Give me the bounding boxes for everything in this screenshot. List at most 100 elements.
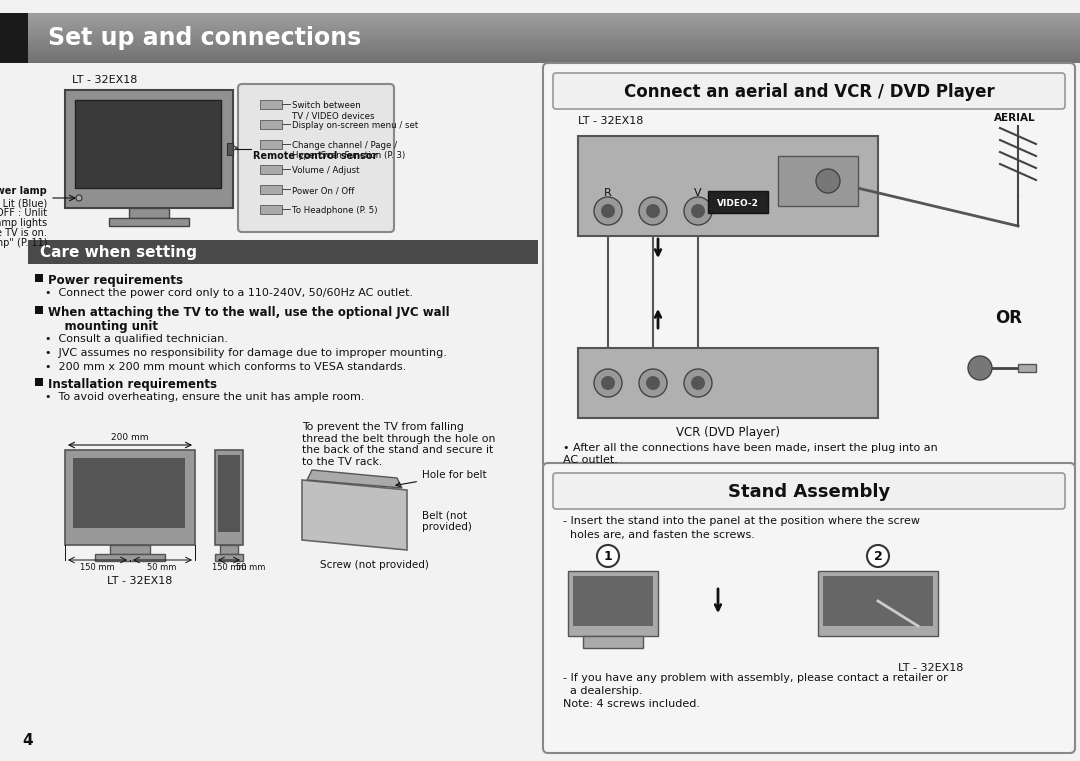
Bar bbox=[215, 554, 243, 561]
Circle shape bbox=[594, 369, 622, 397]
Bar bbox=[28, 36, 1080, 37]
Text: R: R bbox=[604, 188, 612, 198]
Bar bbox=[1018, 364, 1036, 372]
Circle shape bbox=[691, 204, 705, 218]
Text: LT - 32EX18: LT - 32EX18 bbox=[897, 663, 963, 673]
Bar bbox=[28, 61, 1080, 62]
Text: OR: OR bbox=[995, 309, 1022, 327]
Bar bbox=[28, 54, 1080, 55]
Circle shape bbox=[639, 369, 667, 397]
Text: Connect an aerial and VCR / DVD Player: Connect an aerial and VCR / DVD Player bbox=[623, 83, 995, 101]
FancyBboxPatch shape bbox=[543, 463, 1075, 753]
Bar bbox=[65, 90, 233, 208]
Text: V: V bbox=[694, 188, 702, 198]
Text: 50 mm: 50 mm bbox=[237, 563, 266, 572]
Bar bbox=[818, 571, 939, 636]
Bar bbox=[28, 24, 1080, 25]
Text: Stand Assembly: Stand Assembly bbox=[728, 483, 890, 501]
Bar bbox=[28, 14, 1080, 15]
Text: ON  : Lit (Blue): ON : Lit (Blue) bbox=[0, 198, 48, 208]
Text: •  200 mm x 200 mm mount which conforms to VESA standards.: • 200 mm x 200 mm mount which conforms t… bbox=[45, 362, 406, 372]
Text: Installation requirements: Installation requirements bbox=[48, 378, 217, 391]
Text: while the TV is on.: while the TV is on. bbox=[0, 228, 48, 238]
Bar bbox=[28, 22, 1080, 23]
Bar bbox=[28, 59, 1080, 60]
Bar bbox=[28, 240, 538, 264]
Circle shape bbox=[816, 169, 840, 193]
Bar bbox=[28, 46, 1080, 47]
Bar bbox=[28, 56, 1080, 57]
Text: •  To avoid overheating, ensure the unit has ample room.: • To avoid overheating, ensure the unit … bbox=[45, 392, 365, 402]
Text: 150 mm: 150 mm bbox=[80, 563, 114, 572]
Text: • After all the connections have been made, insert the plug into an
AC outlet.: • After all the connections have been ma… bbox=[563, 443, 937, 465]
Bar bbox=[28, 40, 1080, 41]
Polygon shape bbox=[307, 470, 402, 488]
Text: •  Consult a qualified technician.: • Consult a qualified technician. bbox=[45, 334, 228, 344]
Circle shape bbox=[691, 376, 705, 390]
Bar bbox=[28, 30, 1080, 31]
Text: AERIAL: AERIAL bbox=[995, 113, 1036, 123]
Bar bbox=[28, 27, 1080, 28]
Text: Hole for belt: Hole for belt bbox=[396, 470, 487, 486]
Bar bbox=[28, 44, 1080, 45]
Text: 4: 4 bbox=[22, 733, 32, 748]
FancyBboxPatch shape bbox=[543, 63, 1075, 468]
Bar bbox=[578, 136, 878, 236]
Bar bbox=[260, 140, 282, 149]
Bar bbox=[260, 205, 282, 214]
Polygon shape bbox=[302, 480, 407, 550]
Text: 200 mm: 200 mm bbox=[111, 433, 149, 442]
Bar bbox=[28, 34, 1080, 35]
Bar bbox=[28, 42, 1080, 43]
Text: Power requirements: Power requirements bbox=[48, 274, 183, 287]
Bar bbox=[583, 636, 643, 648]
Circle shape bbox=[867, 545, 889, 567]
Circle shape bbox=[968, 356, 993, 380]
Bar bbox=[109, 218, 189, 226]
Text: Volume / Adjust: Volume / Adjust bbox=[292, 166, 360, 175]
Bar bbox=[260, 185, 282, 194]
Text: Power On / Off: Power On / Off bbox=[292, 186, 354, 195]
Text: LT - 32EX18: LT - 32EX18 bbox=[72, 75, 137, 85]
Text: holes are, and fasten the screws.: holes are, and fasten the screws. bbox=[563, 530, 755, 540]
Text: 1: 1 bbox=[604, 549, 612, 562]
Text: Note: 4 screws included.: Note: 4 screws included. bbox=[563, 699, 700, 709]
Text: To Headphone (P. 5): To Headphone (P. 5) bbox=[292, 206, 378, 215]
Bar bbox=[28, 41, 1080, 42]
Text: 150 mm: 150 mm bbox=[212, 563, 246, 572]
Text: When attaching the TV to the wall, use the optional JVC wall: When attaching the TV to the wall, use t… bbox=[48, 306, 449, 319]
Bar bbox=[28, 47, 1080, 48]
Bar bbox=[260, 120, 282, 129]
Bar bbox=[35, 306, 43, 314]
Text: 50 mm: 50 mm bbox=[147, 563, 177, 572]
Text: LT - 32EX18: LT - 32EX18 bbox=[107, 576, 173, 586]
Text: • "Power Lamp" (P. 11): • "Power Lamp" (P. 11) bbox=[0, 238, 48, 248]
Text: Switch between
TV / VIDEO devices: Switch between TV / VIDEO devices bbox=[292, 101, 375, 120]
Text: a dealership.: a dealership. bbox=[563, 686, 643, 696]
Circle shape bbox=[76, 195, 82, 201]
Bar bbox=[28, 35, 1080, 36]
Bar bbox=[28, 19, 1080, 20]
Bar bbox=[573, 576, 653, 626]
Text: Power lamp: Power lamp bbox=[0, 186, 48, 196]
Bar bbox=[28, 48, 1080, 49]
Bar bbox=[220, 545, 238, 554]
Text: Belt (not
provided): Belt (not provided) bbox=[422, 510, 472, 532]
Bar bbox=[129, 208, 168, 218]
Bar bbox=[28, 21, 1080, 22]
Bar bbox=[823, 576, 933, 626]
Text: To prevent the TV from falling
thread the belt through the hole on
the back of t: To prevent the TV from falling thread th… bbox=[302, 422, 496, 466]
Bar bbox=[28, 49, 1080, 50]
Bar bbox=[28, 37, 1080, 38]
Bar bbox=[260, 165, 282, 174]
Text: Power lamp lights: Power lamp lights bbox=[0, 218, 48, 228]
Circle shape bbox=[684, 369, 712, 397]
Bar bbox=[110, 545, 150, 554]
Text: - If you have any problem with assembly, please contact a retailer or: - If you have any problem with assembly,… bbox=[563, 673, 948, 683]
Text: mounting unit: mounting unit bbox=[48, 320, 158, 333]
Bar bbox=[35, 274, 43, 282]
Bar bbox=[28, 28, 1080, 29]
Bar bbox=[28, 32, 1080, 33]
FancyBboxPatch shape bbox=[238, 84, 394, 232]
Bar bbox=[28, 33, 1080, 34]
